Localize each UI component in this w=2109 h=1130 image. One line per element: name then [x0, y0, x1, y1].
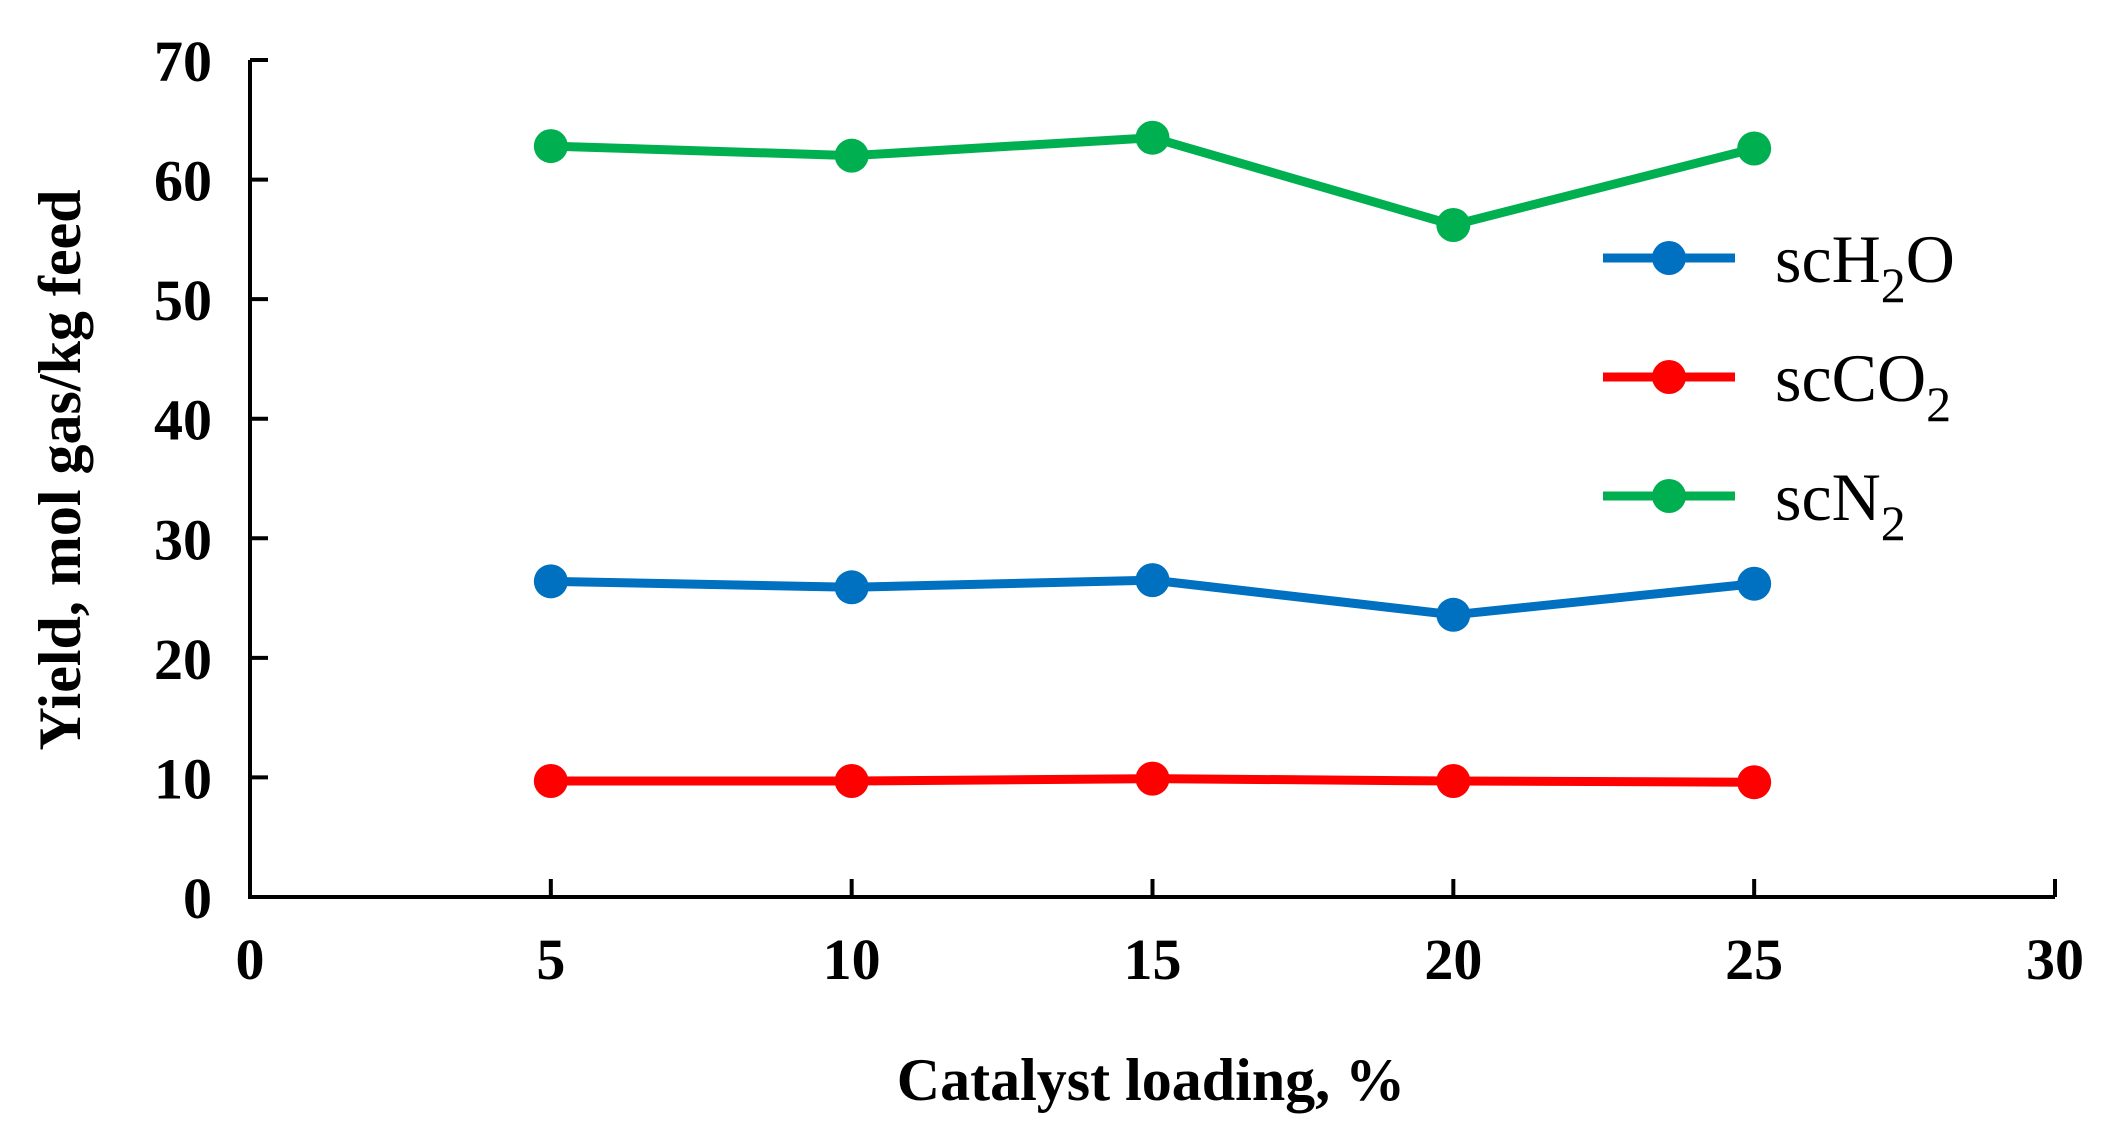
legend-item-scco2: scCO2: [1603, 340, 1951, 432]
data-point-sch2o: [1737, 566, 1772, 601]
data-point-sch2o: [1436, 597, 1471, 632]
data-point-scco2: [834, 764, 869, 799]
data-point-scco2: [1436, 764, 1471, 799]
legend: scH2O scCO2 scN2: [1603, 221, 1955, 551]
y-tick-label: 0: [183, 866, 212, 931]
data-point-scn2: [1436, 208, 1471, 243]
data-point-scco2: [533, 764, 568, 799]
x-tick-label: 30: [2026, 927, 2084, 992]
data-point-sch2o: [834, 570, 869, 605]
x-tick-label: 10: [823, 927, 881, 992]
legend-swatch-marker: [1652, 479, 1686, 513]
x-tick-label: 25: [1725, 927, 1783, 992]
data-point-sch2o: [1135, 563, 1170, 598]
y-axis-ticks: 0 10 20 30 40 50 60 70: [154, 29, 268, 931]
legend-swatch-marker: [1652, 241, 1686, 275]
y-tick-label: 20: [154, 627, 212, 692]
data-point-scn2: [533, 129, 568, 164]
legend-label: scH2O: [1775, 221, 1955, 313]
legend-label: scN2: [1775, 459, 1906, 551]
data-point-scco2: [1737, 765, 1772, 800]
legend-label: scCO2: [1775, 340, 1951, 432]
y-tick-label: 40: [154, 388, 212, 453]
y-axis-label: Yield, mol gas/kg feed: [27, 189, 93, 750]
series-sch2o: [533, 563, 1772, 632]
data-point-scn2: [1135, 120, 1170, 155]
y-tick-label: 30: [154, 507, 212, 572]
series-scco2: [533, 761, 1772, 800]
legend-item-sch2o: scH2O: [1603, 221, 1955, 313]
y-tick-label: 10: [154, 746, 212, 811]
data-point-scn2: [834, 138, 869, 173]
y-tick-label: 50: [154, 268, 212, 333]
data-point-sch2o: [533, 564, 568, 599]
y-tick-label: 70: [154, 29, 212, 94]
y-tick-label: 60: [154, 149, 212, 214]
x-axis-ticks: 0 5 10 15 20 25 30: [236, 879, 2084, 992]
x-tick-label: 5: [536, 927, 565, 992]
x-tick-label: 20: [1424, 927, 1482, 992]
series-layer: [533, 120, 1772, 800]
x-tick-label: 15: [1124, 927, 1182, 992]
legend-item-scn2: scN2: [1603, 459, 1906, 551]
data-point-scn2: [1737, 131, 1772, 166]
x-tick-label: 0: [236, 927, 265, 992]
data-point-scco2: [1135, 761, 1170, 796]
legend-swatch-marker: [1652, 360, 1686, 394]
series-scn2: [533, 120, 1772, 243]
x-axis-label: Catalyst loading, %: [897, 1047, 1405, 1113]
